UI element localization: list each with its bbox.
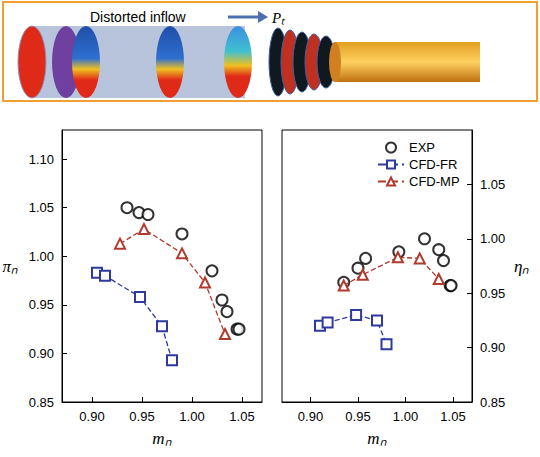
svg-text:0.95: 0.95 [129,409,154,424]
svg-text:1.00: 1.00 [29,249,54,264]
svg-text:0.95: 0.95 [29,297,54,312]
svg-text:1.00: 1.00 [179,409,204,424]
svg-text:πₙ: πₙ [2,257,18,276]
svg-text:0.85: 0.85 [29,395,54,410]
svg-text:mₙ: mₙ [367,429,386,448]
svg-text:mₙ: mₙ [152,429,171,448]
svg-text:1.10: 1.10 [29,152,54,167]
svg-text:0.95: 0.95 [480,286,505,301]
svg-text:ηₙ: ηₙ [514,257,529,276]
svg-text:CFD-FR: CFD-FR [409,157,457,172]
svg-text:1.00: 1.00 [480,231,505,246]
svg-text:CFD-MP: CFD-MP [409,174,460,189]
svg-text:0.90: 0.90 [29,346,54,361]
svg-text:Pₜ: Pₜ [271,10,286,26]
svg-text:Distorted inflow: Distorted inflow [90,9,187,25]
svg-text:1.00: 1.00 [393,409,418,424]
svg-text:0.90: 0.90 [298,409,323,424]
svg-text:0.85: 0.85 [480,395,505,410]
svg-text:1.05: 1.05 [440,409,465,424]
svg-text:1.05: 1.05 [480,177,505,192]
svg-text:1.05: 1.05 [29,200,54,215]
svg-text:EXP: EXP [409,140,435,155]
svg-text:0.90: 0.90 [79,409,104,424]
svg-text:0.95: 0.95 [345,409,370,424]
svg-text:1.05: 1.05 [229,409,254,424]
svg-text:0.90: 0.90 [480,340,505,355]
